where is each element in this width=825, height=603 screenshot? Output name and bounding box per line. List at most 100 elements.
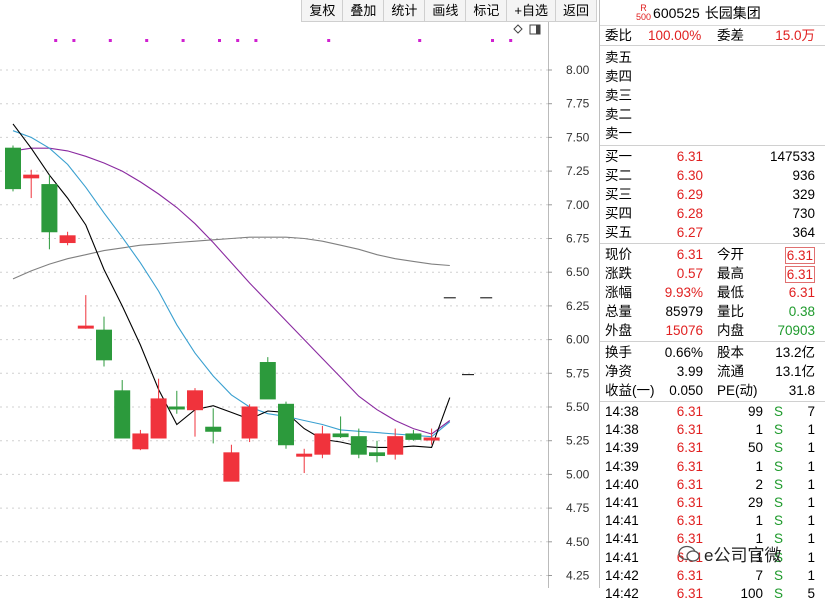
toolbar-button-5[interactable]: +自选	[507, 0, 556, 21]
tick-time: 14:38	[605, 404, 639, 419]
quote-label: 最高	[717, 266, 744, 281]
tick-time: 14:41	[605, 531, 639, 547]
candle[interactable]	[350, 428, 367, 459]
tick-row: 14:38 6.31 1 S 1	[600, 421, 825, 439]
tick-side: S	[774, 494, 784, 510]
tick-side: S	[774, 404, 784, 419]
asks-row[interactable]: 卖五	[600, 48, 825, 67]
tick-row: 14:39 6.31 1 S 1	[600, 458, 825, 476]
candle[interactable]	[296, 448, 313, 474]
asks-label: 卖一	[605, 126, 632, 141]
candle[interactable]	[96, 316, 112, 367]
r500-badge: R 500	[636, 2, 652, 22]
quote-value: 85979	[665, 304, 703, 319]
candle[interactable]	[278, 401, 294, 449]
candle[interactable]	[223, 444, 240, 482]
candle-body	[96, 329, 112, 361]
tick-price: 6.31	[676, 531, 703, 547]
candle[interactable]	[5, 145, 21, 192]
kline-chart-area[interactable]: 8.00 7.75 7.50 7.25 7.00 6.75 6.50 6.25 6.00 5.75…	[0, 0, 597, 588]
tick-volume: 1	[755, 458, 763, 474]
bids-row[interactable]: 买五 6.27 364	[600, 223, 825, 242]
quote-label: 涨幅	[605, 285, 632, 300]
y-tick-label: 4.50	[566, 535, 590, 549]
asks-row[interactable]: 卖一	[600, 124, 825, 143]
toolbar-button-1[interactable]: 叠加	[343, 0, 385, 21]
bids-row[interactable]: 买一 6.31 147533	[600, 147, 825, 166]
diamond-icon[interactable]	[513, 24, 523, 34]
quote-value: 70903	[777, 323, 815, 338]
candle[interactable]	[59, 231, 76, 246]
tick-count: 1	[807, 494, 815, 510]
tick-price: 6.31	[676, 513, 703, 529]
fund-row: 换手 0.66% 股本 13.2亿	[600, 343, 825, 362]
quote-section: 现价 6.31 今开 6.31 涨跌 0.57 最高 6.31 涨幅 9.93% 最低 6.31 总量 8…	[600, 244, 825, 342]
y-tick-label: 5.75	[566, 366, 590, 380]
candle[interactable]	[77, 295, 94, 329]
bids-row[interactable]: 买三 6.29 329	[600, 185, 825, 204]
asks-row[interactable]: 卖三	[600, 86, 825, 105]
event-marker	[509, 39, 513, 42]
candle-body	[278, 403, 294, 446]
candle[interactable]	[41, 175, 58, 250]
toolbar-button-0[interactable]: 复权	[302, 0, 344, 21]
tick-side: S	[774, 422, 784, 438]
candle[interactable]	[187, 388, 203, 437]
tick-count: 1	[807, 567, 815, 583]
tick-side: S	[774, 440, 784, 456]
toolbar-button-3[interactable]: 画线	[425, 0, 467, 21]
asks-row[interactable]: 卖四	[600, 67, 825, 86]
candle[interactable]	[369, 440, 385, 463]
candle[interactable]	[114, 380, 131, 439]
candle[interactable]	[168, 390, 185, 414]
ask-book: 卖五 卖四 卖三 卖二卖一	[600, 46, 825, 146]
candle[interactable]	[259, 357, 276, 400]
quote-label: 今开	[717, 247, 744, 262]
candle[interactable]	[405, 429, 422, 441]
candle-body	[387, 436, 404, 455]
candle[interactable]	[423, 428, 440, 445]
toolbar-button-2[interactable]: 统计	[384, 0, 426, 21]
bids-row[interactable]: 买二 6.30 936	[600, 166, 825, 185]
candle[interactable]	[23, 169, 40, 199]
quote-label: 量比	[717, 304, 744, 319]
y-tick-label: 6.25	[566, 299, 590, 313]
fund-row: 净资 3.99 流通 13.1亿	[600, 362, 825, 381]
tick-price: 6.31	[676, 494, 703, 510]
candle[interactable]	[332, 416, 349, 439]
bids-volume: 730	[792, 206, 815, 221]
chart-toolbar: 复权 叠加 统计 画线 标记 +自选 返回	[301, 0, 597, 22]
bids-price: 6.28	[676, 206, 703, 221]
fund-label: 净资	[605, 364, 632, 379]
asks-row[interactable]: 卖二	[600, 105, 825, 124]
toolbar-button-4[interactable]: 标记	[466, 0, 508, 21]
candle-body	[259, 362, 276, 400]
candle[interactable]	[132, 429, 149, 451]
tick-list[interactable]: 14:38 6.31 99 S 7 14:38 6.31 1 S 1 14:39 6.31 50 S 1 14…	[600, 402, 825, 603]
candle[interactable]	[387, 428, 404, 460]
toolbar-button-6[interactable]: 返回	[556, 0, 597, 21]
tick-time: 14:41	[605, 513, 639, 529]
kline-chart[interactable]: 8.00 7.75 7.50 7.25 7.00 6.75 6.50 6.25 6.00 5.75…	[0, 0, 597, 588]
bids-label: 买五	[605, 225, 632, 240]
y-tick-label: 6.75	[566, 232, 590, 246]
fund-label: PE(动)	[717, 383, 758, 398]
y-tick-label: 7.25	[566, 164, 590, 178]
candle-body	[296, 453, 313, 457]
bids-row[interactable]: 买四 6.28 730	[600, 204, 825, 223]
bids-price: 6.30	[676, 168, 703, 183]
bids-volume: 364	[792, 225, 815, 240]
y-tick-label: 4.25	[566, 569, 590, 583]
candle-body	[223, 452, 240, 482]
bids-price: 6.29	[676, 187, 703, 202]
y-tick-label: 6.00	[566, 333, 590, 347]
candle[interactable]	[241, 404, 258, 443]
y-tick-label: 4.75	[566, 501, 590, 515]
tick-side: S	[774, 513, 784, 529]
event-marker	[145, 39, 149, 42]
candle[interactable]	[314, 425, 331, 459]
candle[interactable]	[205, 408, 222, 444]
event-marker	[181, 39, 185, 42]
candle[interactable]	[150, 378, 167, 439]
